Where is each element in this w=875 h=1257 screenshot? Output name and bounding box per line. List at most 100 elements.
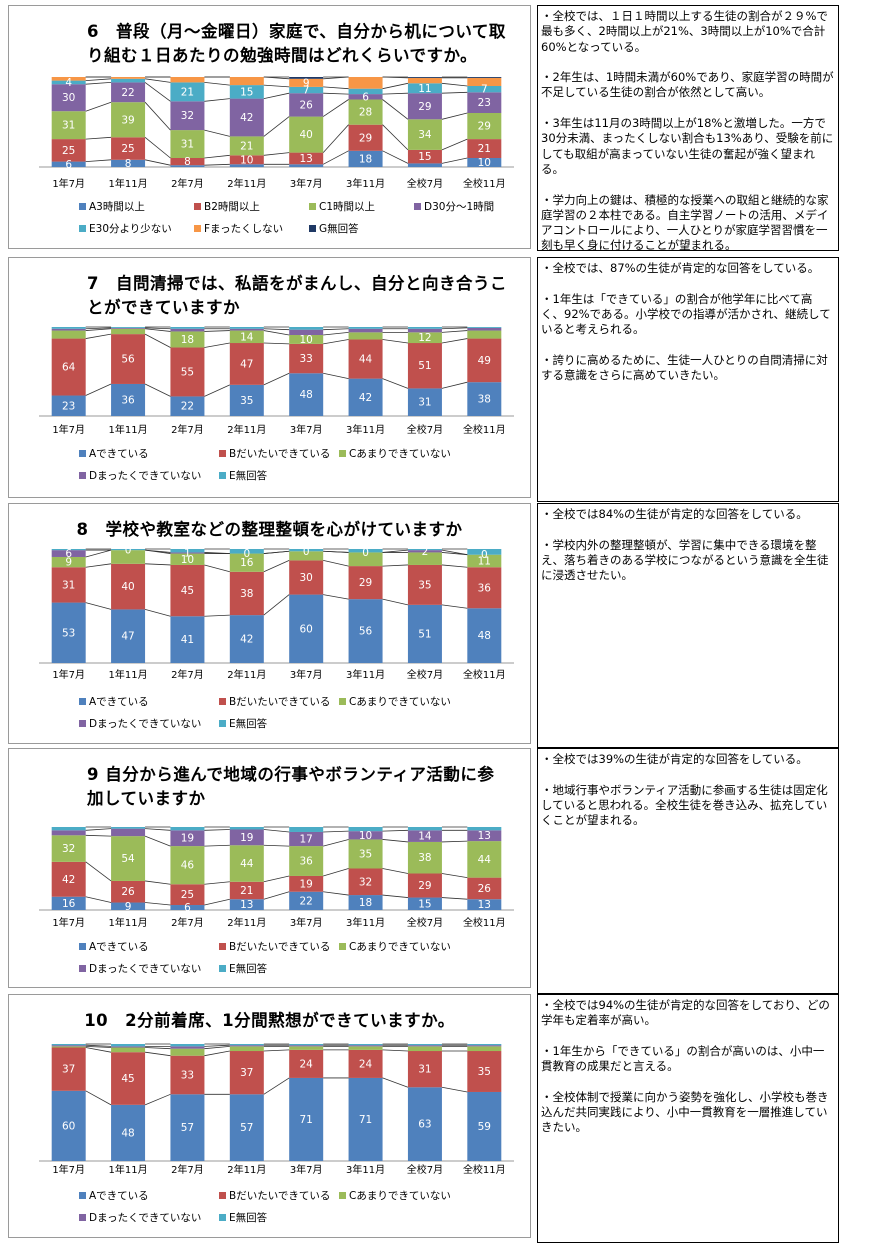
bar-segment-D30分～1時間: [229, 98, 264, 137]
legend-swatch: [219, 965, 226, 972]
x-tick-label: 1年7月: [52, 177, 85, 190]
series-connector: [263, 1077, 290, 1095]
series-connector: [204, 98, 230, 102]
x-tick-label: 1年7月: [52, 1163, 85, 1176]
bar-segment-Dまったくできていない: [229, 1045, 264, 1047]
data-label: 51: [418, 360, 431, 372]
data-label: 41: [181, 634, 194, 646]
series-connector: [323, 839, 349, 847]
x-tick-label: 2年11月: [227, 916, 266, 929]
data-label: 29: [478, 121, 491, 133]
bar-segment-A3時間以上: [51, 161, 86, 167]
series-connector: [441, 1086, 468, 1093]
data-label: 63: [418, 1119, 431, 1131]
bar-segment-E無回答: [170, 549, 205, 553]
series-connector: [263, 560, 290, 573]
bar-segment-E無回答: [348, 827, 383, 832]
bar-segment-E無回答: [289, 549, 324, 552]
series-connector: [263, 342, 290, 345]
bar-segment-E無回答: [51, 327, 86, 329]
data-label: 16: [62, 898, 76, 910]
data-label: 6: [65, 159, 72, 171]
bar-segment-C1時間以上: [407, 119, 442, 150]
bar-segment-Dまったくできていない: [170, 1046, 205, 1049]
bar-segment-A3時間以上: [111, 159, 146, 167]
x-tick-label: 2年11月: [227, 423, 266, 436]
legend-swatch: [219, 698, 226, 705]
series-connector: [144, 1093, 171, 1106]
bar-segment-Cあまりできていない: [51, 330, 86, 339]
bar-segment-Cあまりできていない: [348, 1046, 383, 1050]
legend-swatch: [219, 720, 226, 727]
series-connector: [382, 868, 409, 874]
data-label: 37: [62, 1064, 75, 1076]
bar-segment-Aできている: [289, 891, 324, 910]
series-connector: [441, 840, 468, 843]
x-tick-label: 2年7月: [171, 668, 204, 681]
bar-segment-Cあまりできていない: [289, 846, 324, 876]
data-label: 16: [240, 557, 254, 569]
data-label: 31: [181, 139, 194, 151]
data-label: 10: [300, 334, 313, 346]
x-tick-label: 2年7月: [171, 916, 204, 929]
data-label: 57: [181, 1122, 194, 1134]
stacked-bar-chart-10: 60 37 1年7月 48 45 1年11月 57 33 2年7月 57 37 2年11月 71 24 3年…: [39, 1043, 514, 1224]
series-connector: [263, 92, 290, 99]
data-label: 0: [125, 545, 132, 557]
stacked-bar-chart-6: 6 25 31 30 4 1年7月 8 25 39 22 1年11月 8 31 32 21 2年7月 10 21 4…: [39, 76, 514, 235]
series-connector: [382, 92, 408, 95]
data-label: 57: [240, 1122, 253, 1134]
data-label: 29: [359, 132, 372, 144]
series-connector: [382, 99, 409, 120]
data-label: 26: [478, 883, 492, 895]
notes-box-9: ・全校では39%の生徒が肯定的な回答をしている。 ・地域行事やボランティア活動に…: [537, 748, 839, 994]
bar-segment-Dまったくできていない: [289, 1045, 324, 1047]
bar-segment-E無回答: [407, 827, 442, 831]
series-connector: [263, 372, 290, 386]
legend-label: Dまったくできていない: [89, 1212, 201, 1224]
bar-segment-Aできている: [229, 899, 264, 910]
series-connector: [145, 880, 171, 885]
series-connector: [382, 150, 409, 164]
note-7-3: ・誇りに高めるために、生徒一人ひとりの自問清掃に対する意識をさらに高めていきたい…: [541, 352, 828, 383]
bar-segment-Dまったくできていない: [407, 550, 442, 553]
bar-segment-E無回答: [51, 827, 86, 831]
data-label: 56: [121, 354, 135, 366]
data-label: 42: [359, 392, 372, 404]
bar-segment-E30分より少ない: [51, 80, 86, 85]
data-label: 8: [125, 158, 132, 170]
series-connector: [85, 383, 112, 396]
series-connector: [441, 112, 468, 120]
x-tick-label: 全校7月: [407, 668, 443, 681]
series-connector: [441, 82, 468, 87]
notes-box-6: ・全校では、１日１時間以上する生徒の割合が２９%で最も多く、2時間以上が21%、…: [537, 5, 839, 252]
bar-segment-Dまったくできていない: [51, 1045, 86, 1047]
series-connector: [85, 1045, 112, 1048]
bar-segment-Aできている: [407, 388, 442, 416]
legend-label: Cあまりできていない: [349, 696, 451, 708]
data-label: 33: [300, 353, 313, 365]
data-label: 22: [121, 87, 134, 99]
data-label: 18: [359, 897, 372, 909]
x-tick-label: 2年7月: [171, 177, 204, 190]
data-label: 30: [62, 92, 75, 104]
series-connector: [322, 99, 349, 117]
data-label: 6: [65, 548, 72, 560]
bar-segment-Aできている: [289, 373, 324, 416]
data-label: 45: [121, 1073, 134, 1085]
bar-segment-E30分より少ない: [289, 86, 324, 94]
x-tick-label: 1年11月: [109, 177, 148, 190]
bar-segment-C1時間以上: [111, 102, 146, 138]
bar-segment-A3時間以上: [229, 164, 264, 167]
series-connector: [322, 124, 349, 153]
bar-segment-E無回答: [467, 327, 502, 328]
bar-segment-Cあまりできていない: [229, 1046, 264, 1052]
series-connector: [145, 902, 171, 906]
data-label: 35: [359, 848, 372, 860]
bar-segment-Dまったくできていない: [51, 328, 86, 331]
legend-label: Fまったくしない: [204, 223, 283, 235]
data-label: 7: [481, 84, 488, 96]
data-label: 38: [240, 588, 253, 600]
bar-segment-A3時間以上: [289, 164, 324, 167]
series-connector: [145, 1047, 171, 1050]
